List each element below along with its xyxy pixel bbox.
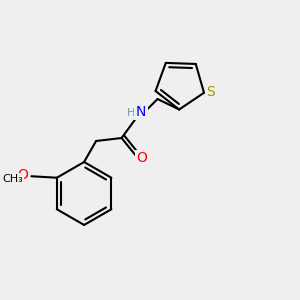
Text: O: O (17, 168, 28, 182)
Text: CH₃: CH₃ (2, 174, 23, 184)
Text: N: N (136, 105, 146, 119)
Text: O: O (136, 151, 147, 165)
Text: H: H (126, 108, 135, 118)
Text: S: S (206, 85, 215, 99)
